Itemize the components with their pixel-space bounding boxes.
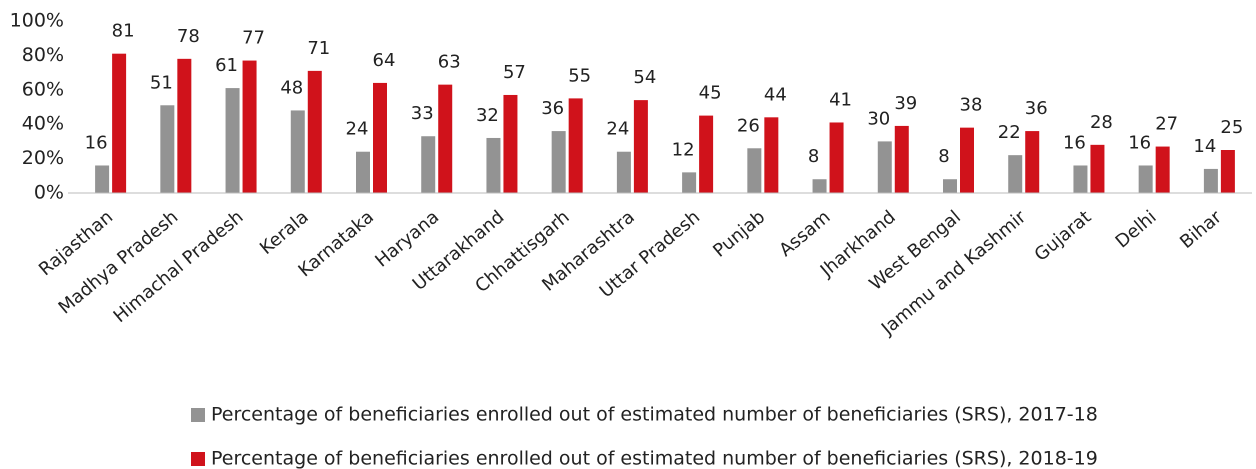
y-tick-label: 100%: [10, 10, 64, 32]
bar: [1073, 165, 1088, 193]
data-label: 36: [541, 98, 564, 119]
y-tick-label: 40%: [22, 113, 64, 135]
y-tick-label: 80%: [22, 44, 64, 66]
bar: [160, 105, 175, 193]
data-label: 12: [672, 139, 695, 160]
bar: [568, 98, 583, 193]
data-label: 61: [215, 55, 238, 76]
bar: [177, 58, 192, 194]
y-tick-label: 20%: [22, 147, 64, 169]
bar: [503, 94, 518, 193]
y-tick-label: 0%: [34, 182, 64, 204]
bar: [943, 179, 957, 193]
bar: [1138, 165, 1153, 193]
data-label: 64: [373, 50, 396, 71]
bar: [421, 136, 436, 193]
data-label: 22: [998, 122, 1021, 143]
bar: [307, 70, 322, 193]
bar: [356, 151, 370, 193]
bar: [829, 122, 844, 193]
bar: [95, 165, 110, 193]
x-tick-label: Gujarat: [1031, 207, 1096, 266]
bar: [633, 100, 648, 193]
data-label: 54: [633, 67, 656, 88]
bar: [290, 110, 305, 193]
bar: [1203, 168, 1218, 193]
data-label: 26: [737, 115, 760, 136]
x-tick-label: Punjab: [709, 207, 769, 262]
bar: [894, 125, 909, 193]
data-label: 16: [85, 132, 108, 153]
data-label: 45: [699, 83, 722, 104]
bar: [699, 115, 714, 193]
bar: [225, 88, 240, 193]
data-label: 24: [606, 119, 629, 140]
bar: [1090, 144, 1105, 193]
data-label: 36: [1025, 98, 1048, 119]
data-label: 33: [411, 103, 434, 124]
legend-label: Percentage of beneficiaries enrolled out…: [211, 404, 1098, 426]
data-label: 16: [1063, 132, 1086, 153]
x-tick-label: Delhi: [1112, 207, 1161, 253]
x-tick-label: Bihar: [1176, 206, 1226, 253]
data-label: 51: [150, 72, 173, 93]
data-label: 41: [829, 89, 852, 110]
data-label: 28: [1090, 112, 1113, 133]
data-label: 71: [307, 38, 330, 59]
bar: [112, 53, 127, 194]
data-label: 78: [177, 26, 200, 47]
data-label: 8: [808, 146, 819, 167]
x-tick-label: Madhya Pradesh: [55, 207, 183, 319]
bar: [764, 117, 779, 193]
bar: [1155, 146, 1170, 193]
x-tick-label: Assam: [775, 207, 834, 261]
bar: [242, 60, 257, 194]
y-tick-label: 60%: [22, 78, 64, 100]
x-tick-label: Kerala: [256, 207, 313, 259]
bar: [486, 137, 501, 193]
bar: [438, 84, 453, 193]
data-label: 39: [894, 93, 917, 114]
data-label: 55: [568, 65, 591, 86]
legend-label: Percentage of beneficiaries enrolled out…: [211, 448, 1098, 469]
data-label: 27: [1155, 114, 1178, 135]
legend-swatch: [191, 452, 205, 466]
bar: [1008, 155, 1023, 193]
data-label: 25: [1220, 117, 1243, 138]
bar: [373, 82, 387, 193]
data-label: 57: [503, 62, 526, 83]
data-label: 32: [476, 105, 499, 126]
data-label: 63: [438, 52, 461, 73]
data-label: 38: [960, 95, 983, 116]
data-label: 24: [346, 119, 369, 140]
bar: [877, 141, 892, 193]
bar: [747, 148, 762, 193]
bar: [551, 131, 566, 193]
bar: [1220, 150, 1235, 193]
bar: [812, 179, 827, 193]
data-label: 81: [112, 21, 135, 42]
data-label: 8: [938, 146, 949, 167]
data-label: 14: [1193, 136, 1216, 157]
bar: [616, 151, 631, 193]
data-label: 44: [764, 84, 787, 105]
data-label: 48: [280, 77, 303, 98]
bar: [960, 127, 974, 193]
bar: [1025, 131, 1040, 193]
data-label: 30: [867, 108, 890, 129]
bar: [682, 172, 697, 193]
data-label: 77: [242, 28, 265, 49]
data-label: 16: [1128, 132, 1151, 153]
legend-swatch: [191, 408, 205, 422]
